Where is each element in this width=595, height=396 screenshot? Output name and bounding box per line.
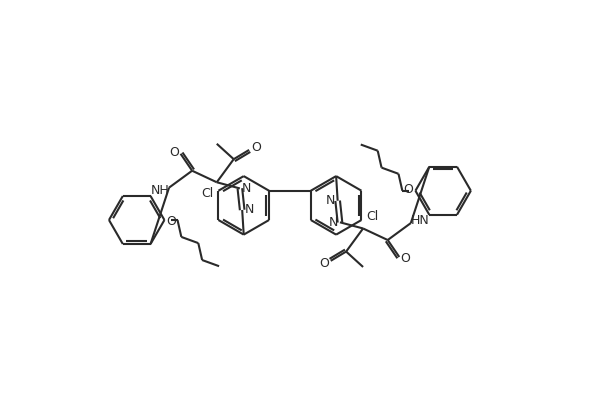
Text: Cl: Cl (202, 187, 214, 200)
Text: O: O (167, 215, 176, 228)
Text: O: O (400, 252, 411, 265)
Text: N: N (242, 182, 252, 195)
Text: Cl: Cl (366, 210, 378, 223)
Text: N: N (245, 204, 254, 217)
Text: N: N (326, 194, 336, 207)
Text: O: O (319, 257, 329, 270)
Text: N: N (328, 216, 338, 229)
Text: O: O (403, 183, 414, 196)
Text: NH: NH (151, 184, 169, 197)
Text: O: O (170, 146, 179, 159)
Text: O: O (251, 141, 261, 154)
Text: HN: HN (411, 213, 430, 227)
